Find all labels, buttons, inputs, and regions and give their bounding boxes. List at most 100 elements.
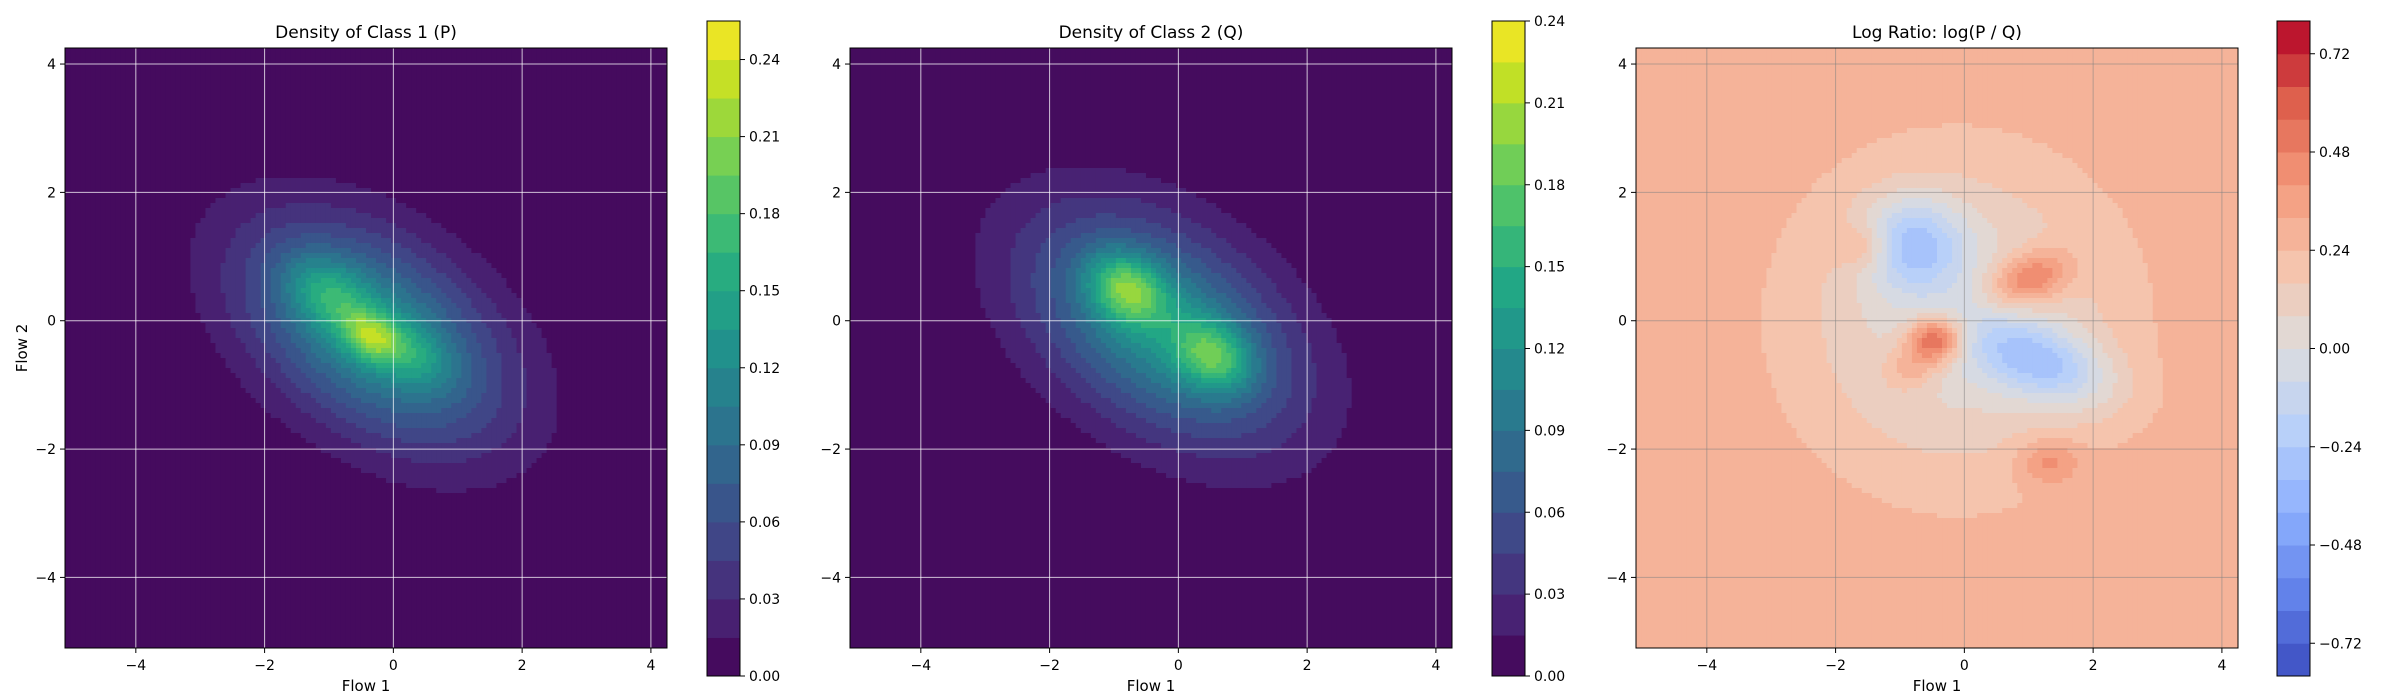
x-tick-label: 4	[2217, 658, 2226, 674]
chart-title: Density of Class 2 (Q)	[1059, 23, 1244, 43]
colorbar-segment	[2277, 283, 2310, 317]
colorbar-segment	[707, 136, 740, 176]
colorbar-segment	[1492, 594, 1525, 636]
colorbar-tick-label: 0.15	[1534, 260, 1565, 276]
colorbar-tick-label: 0.06	[1534, 505, 1565, 521]
colorbar-segment	[707, 290, 740, 330]
x-tick-label: 2	[518, 658, 527, 674]
colorbar-tick-label: 0.03	[749, 592, 780, 608]
chart-title: Density of Class 1 (P)	[275, 23, 457, 43]
colorbar-segment	[707, 637, 740, 677]
plot-frame	[64, 47, 668, 649]
colorbar-segment	[2277, 414, 2310, 448]
colorbar-tick-label: 0.03	[1534, 587, 1565, 603]
colorbar-segment	[707, 329, 740, 369]
colorbar-segment	[2277, 512, 2310, 546]
colorbar-segment	[1492, 102, 1525, 145]
density-field	[1636, 48, 2238, 648]
colorbar-tick-label: 0.48	[2319, 145, 2350, 161]
colorbar-tick-label: 0.00	[2319, 342, 2350, 358]
x-axis-label: Flow 1	[342, 677, 391, 695]
x-axis-label: Flow 1	[1127, 677, 1176, 695]
colorbar-segment	[2277, 21, 2310, 55]
colorbar-tick-label: 0.09	[1534, 423, 1565, 439]
colorbar-tick-label: 0.18	[1534, 178, 1565, 194]
y-tick-label: 2	[832, 185, 841, 201]
colorbar-tick-label: 0.15	[749, 284, 780, 300]
colorbar-segment	[2277, 86, 2310, 120]
colorbar-tick-label: 0.24	[749, 53, 780, 69]
colorbar-segment	[2277, 446, 2310, 480]
y-axis-label: Flow 2	[13, 324, 31, 373]
colorbar-segment	[707, 444, 740, 484]
colorbar-segment	[1492, 21, 1525, 63]
colorbar-segment	[1492, 348, 1525, 390]
colorbar-segment	[1492, 553, 1525, 595]
colorbar-segment	[1492, 307, 1525, 349]
colorbar-frame	[706, 20, 741, 677]
colorbar-tick-label: 0.12	[749, 361, 780, 377]
subplot-2: −4 −2 0 2 4 −4 −2 0 2 4 Density of Class 2 (Q) Flow…	[820, 14, 1565, 695]
y-tick-label: 4	[1618, 57, 1627, 73]
colorbar-tick-label: 0.12	[1534, 342, 1565, 358]
density-field	[850, 48, 1452, 648]
y-tick-label: 4	[832, 57, 841, 73]
y-tick-label: 2	[1618, 185, 1627, 201]
x-tick-label: 0	[389, 658, 398, 674]
y-tick-label: 0	[832, 314, 841, 330]
y-tick-label: 2	[47, 185, 56, 201]
colorbar: 0.00 0.03 0.06 0.09 0.12 0.15 0.18 0.21 0.24	[706, 20, 780, 685]
colorbar-tick-label: 0.00	[749, 669, 780, 685]
subplot-1: −4 −2 0 2 4 −4 −2 0 2 4 Density of Class 1 (P) Flow…	[13, 20, 780, 695]
x-tick-label: −2	[254, 658, 275, 674]
plot-frame	[1635, 47, 2239, 649]
subplot-3: −4 −2 0 2 4 −4 −2 0 2 4 Log Ratio: log(P / Q) Flow …	[1606, 20, 2362, 695]
colorbar-tick-label: 0.00	[1534, 669, 1565, 685]
colorbar-segment	[2277, 217, 2310, 251]
density-field	[65, 48, 667, 648]
colorbar-segment	[707, 483, 740, 523]
colorbar-segment	[707, 406, 740, 446]
colorbar-tick-label: 0.21	[749, 130, 780, 146]
x-axis-label: Flow 1	[1913, 677, 1962, 695]
x-tick-label: −4	[1697, 658, 1718, 674]
y-tick-label: −2	[820, 442, 841, 458]
x-tick-label: 4	[1431, 658, 1440, 674]
colorbar-segment	[2277, 577, 2310, 611]
y-tick-label: 4	[47, 57, 56, 73]
x-tick-label: −4	[126, 658, 147, 674]
colorbar-tick-label: 0.18	[749, 207, 780, 223]
colorbar-segment	[2277, 348, 2310, 382]
chart-title: Log Ratio: log(P / Q)	[1852, 23, 2022, 43]
colorbar-segment	[1492, 389, 1525, 431]
x-tick-label: 4	[646, 658, 655, 674]
colorbar-tick-label: 0.21	[1534, 96, 1565, 112]
colorbar-segment	[707, 560, 740, 600]
colorbar-segment	[2277, 119, 2310, 153]
colorbar-segment	[2277, 545, 2310, 579]
colorbar-segment	[2277, 643, 2310, 677]
x-tick-label: 2	[1303, 658, 1312, 674]
colorbar-segment	[1492, 266, 1525, 309]
colorbar-segment	[707, 521, 740, 561]
colorbar-tick-label: 0.24	[2319, 243, 2350, 259]
y-tick-label: −2	[35, 442, 56, 458]
colorbar-tick-label: 0.24	[1534, 14, 1565, 30]
y-tick-label: 0	[1618, 314, 1627, 330]
colorbar-segment	[707, 252, 740, 292]
colorbar-segment	[1492, 184, 1525, 227]
plot-frame	[849, 47, 1453, 649]
colorbar-segment	[1492, 143, 1525, 186]
colorbar-tick-label: 0.06	[749, 515, 780, 531]
x-tick-label: 0	[1174, 658, 1183, 674]
colorbar-tick-label: −0.48	[2319, 538, 2362, 554]
colorbar-segment	[707, 175, 740, 215]
x-tick-label: 0	[1960, 658, 1969, 674]
colorbar-segment	[707, 598, 740, 638]
x-tick-label: −2	[1039, 658, 1060, 674]
colorbar-segment	[707, 59, 740, 99]
colorbar-segment	[707, 21, 740, 61]
colorbar-segment	[1492, 225, 1525, 268]
y-tick-label: −4	[820, 570, 841, 586]
y-tick-label: −4	[1606, 570, 1627, 586]
